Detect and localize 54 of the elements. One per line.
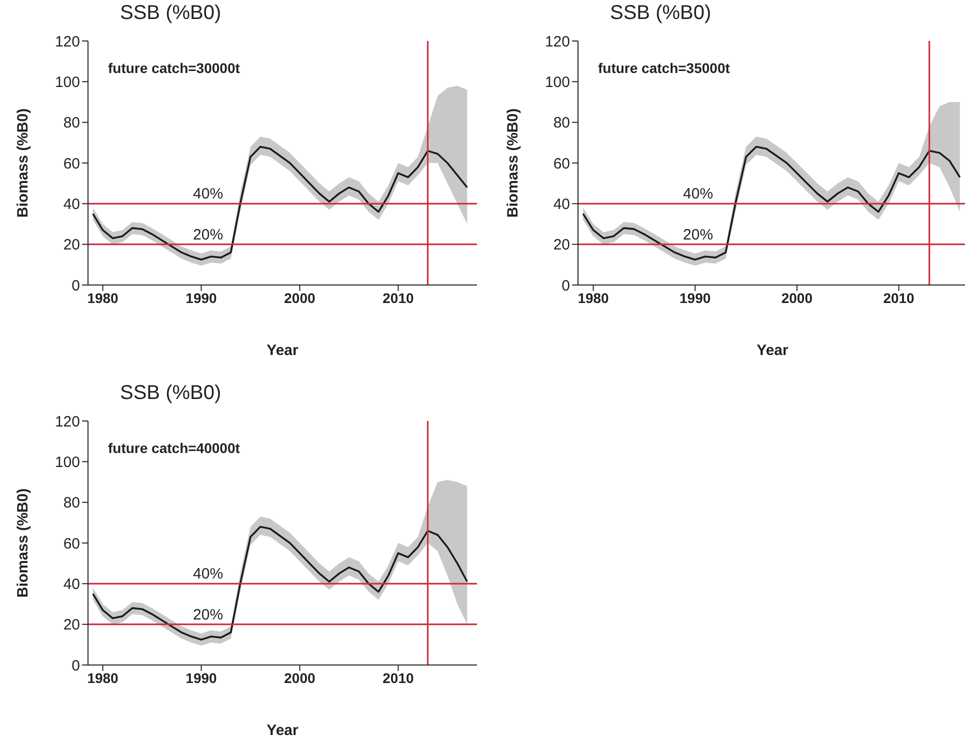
y-tick-label: 120 — [544, 33, 570, 50]
y-tick-label: 80 — [63, 114, 80, 132]
x-axis-title: Year — [266, 722, 299, 739]
x-tick-label: 1980 — [578, 290, 610, 306]
ref-line-label: 40% — [193, 566, 224, 583]
y-tick-label: 20 — [553, 236, 570, 254]
annotation: future catch=35000t — [598, 60, 730, 76]
x-axis-title: Year — [756, 342, 789, 359]
y-tick-label: 40 — [553, 196, 570, 213]
x-tick-label: 2000 — [284, 670, 316, 686]
y-tick-label: 40 — [63, 576, 80, 593]
y-tick-label: 80 — [63, 494, 80, 512]
y-axis-title: Biomass (%B0) — [504, 108, 522, 218]
y-tick-label: 20 — [63, 616, 80, 634]
ref-line-label: 20% — [193, 606, 224, 624]
x-tick-label: 2010 — [382, 670, 414, 686]
line-series — [92, 146, 468, 260]
x-axis-title: Year — [266, 342, 299, 359]
line-series — [92, 526, 468, 640]
y-tick-label: 60 — [63, 535, 80, 552]
y-tick-label: 120 — [54, 413, 80, 430]
ref-line-label: 20% — [193, 226, 224, 244]
y-tick-label: 20 — [63, 236, 80, 254]
x-tick-label: 1980 — [87, 290, 119, 306]
annotation: future catch=30000t — [108, 60, 240, 76]
y-axis-title: Biomass (%B0) — [14, 108, 32, 218]
y-tick-label: 40 — [63, 196, 80, 213]
annotation: future catch=40000t — [108, 440, 240, 456]
x-tick-label: 1980 — [87, 670, 119, 686]
y-tick-label: 100 — [544, 74, 570, 91]
x-tick-label: 2010 — [883, 290, 915, 306]
x-tick-label: 1990 — [186, 290, 218, 306]
y-tick-label: 100 — [54, 74, 80, 91]
y-tick-label: 60 — [63, 155, 80, 172]
x-tick-label: 2010 — [382, 290, 414, 306]
x-tick-label: 2000 — [781, 290, 813, 306]
y-tick-label: 0 — [72, 657, 80, 674]
x-tick-label: 1990 — [680, 290, 711, 306]
y-axis-title: Biomass (%B0) — [14, 488, 32, 598]
chart-title: SSB (%B0) — [610, 2, 712, 25]
x-tick-label: 2000 — [284, 290, 316, 306]
x-tick-label: 1990 — [186, 670, 218, 686]
ref-line-label: 40% — [193, 186, 224, 203]
ref-line-label: 40% — [683, 186, 714, 203]
chart-title: SSB (%B0) — [120, 2, 222, 25]
y-tick-label: 80 — [553, 114, 570, 132]
y-tick-label: 0 — [562, 277, 570, 294]
line-series — [582, 146, 961, 260]
y-tick-label: 60 — [553, 155, 570, 172]
y-tick-label: 0 — [72, 277, 80, 294]
chart-title: SSB (%B0) — [120, 382, 222, 405]
ref-line-label: 20% — [683, 226, 714, 244]
y-tick-label: 120 — [54, 33, 80, 50]
y-tick-label: 100 — [54, 454, 80, 471]
